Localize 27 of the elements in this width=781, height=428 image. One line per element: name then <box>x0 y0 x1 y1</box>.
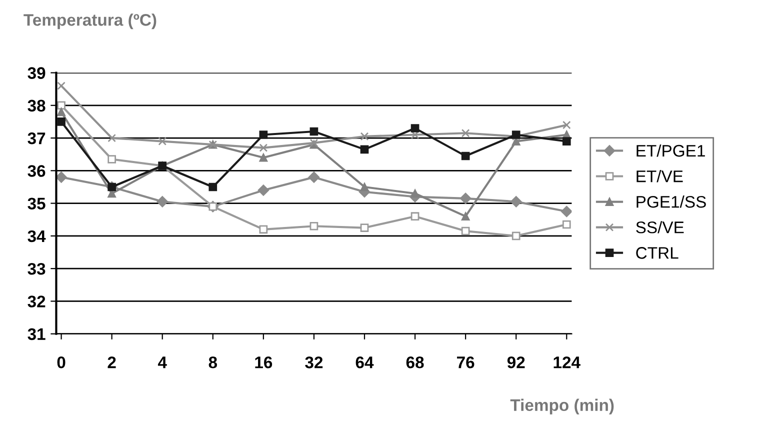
legend-label: PGE1/SS <box>636 196 706 208</box>
legend-label: SS/VE <box>636 221 684 234</box>
y-tick-label: 34 <box>28 230 46 242</box>
y-tick-label: 35 <box>28 198 46 210</box>
y-tick-label: 39 <box>28 67 46 79</box>
y-axis-title: Temperatura (ºC) <box>24 14 156 30</box>
y-tick-label: 38 <box>28 100 46 112</box>
x-axis-title: Tiempo (min) <box>510 398 614 414</box>
x-tick-label: 4 <box>158 356 167 368</box>
legend-label: ET/VE <box>636 170 683 182</box>
x-tick-label: 92 <box>507 356 525 368</box>
x-tick-label: 8 <box>208 356 218 368</box>
x-tick-label: 124 <box>554 356 580 368</box>
x-tick-label: 76 <box>457 356 474 368</box>
x-tick-label: 68 <box>406 356 424 368</box>
y-tick-label: 37 <box>28 132 46 144</box>
x-tick-label: 0 <box>57 356 66 368</box>
x-tick-label: 64 <box>356 356 374 368</box>
y-tick-label: 31 <box>28 328 46 340</box>
x-tick-label: 16 <box>255 356 272 368</box>
y-tick-label: 36 <box>28 165 46 177</box>
legend-label: CTRL <box>636 247 678 259</box>
y-tick-label: 33 <box>28 262 46 275</box>
x-tick-label: 32 <box>305 356 323 368</box>
legend-label: ET/PGE1 <box>636 144 705 157</box>
x-tick-label: 2 <box>108 356 116 368</box>
y-tick-label: 32 <box>28 296 46 308</box>
